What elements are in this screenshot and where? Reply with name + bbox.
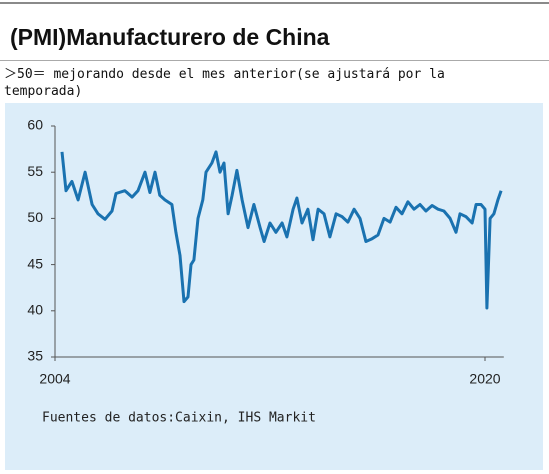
- y-tick-label: 55: [27, 163, 43, 179]
- x-tick-label: 2004: [39, 371, 70, 387]
- y-tick-label: 60: [27, 117, 43, 133]
- y-tick-label: 35: [27, 348, 43, 364]
- y-tick-label: 45: [27, 255, 43, 271]
- chart-background: [5, 103, 543, 470]
- title-rule: [0, 60, 549, 61]
- data-line: [60, 150, 503, 310]
- chart-title: (PMI)Manufacturero de China: [10, 24, 330, 50]
- y-tick-label: 40: [27, 302, 43, 318]
- source-note: Fuentes de datos:Caixin, IHS Markit: [42, 411, 316, 426]
- chart: Fuentes de datos:Caixin, IHS Markit 35 40…: [5, 103, 543, 470]
- x-tick-label: 2020: [469, 371, 500, 387]
- y-tick-label: 50: [27, 209, 43, 225]
- top-rule: [0, 2, 549, 4]
- chart-subtitle: ＞50＝ mejorando desde el mes anterior(se …: [4, 67, 445, 99]
